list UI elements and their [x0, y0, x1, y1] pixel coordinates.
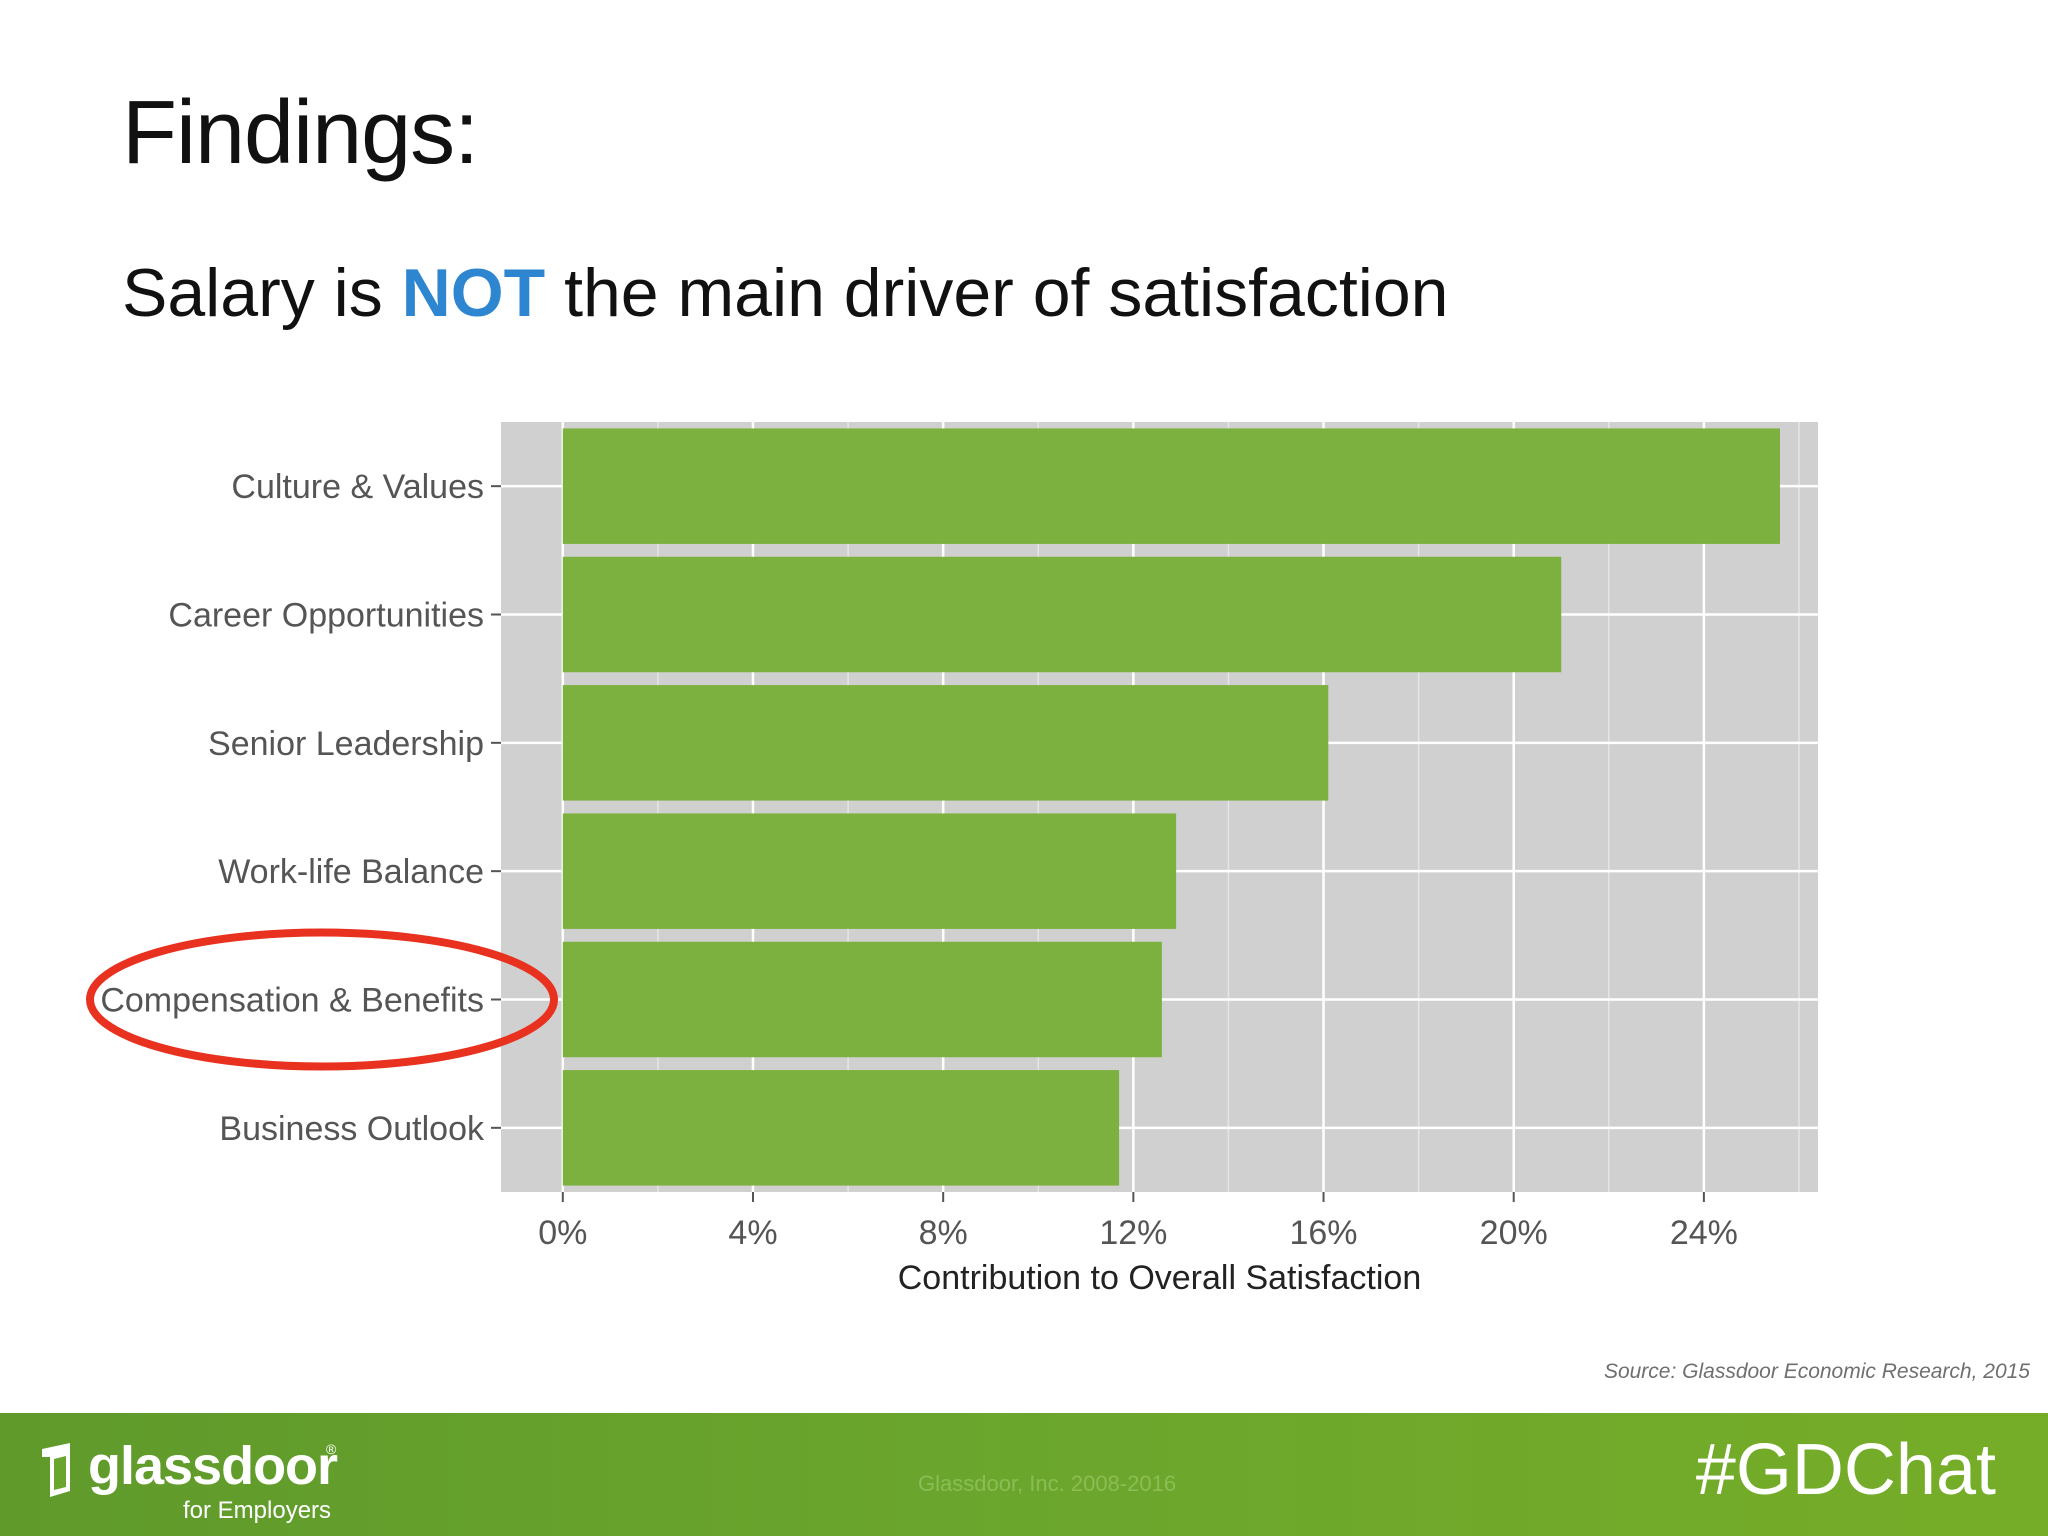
bar	[562, 941, 1162, 1058]
y-tick-label: Culture & Values	[231, 468, 484, 506]
bar	[562, 1070, 1120, 1186]
x-tick-label: 20%	[1480, 1214, 1548, 1252]
glassdoor-logo[interactable]: glassdoor ® for Employers	[38, 1435, 358, 1525]
y-tick-label: Work-life Balance	[218, 853, 484, 891]
hashtag: #GDChat	[1695, 1430, 1996, 1510]
slide-subtitle: Salary is NOT the main driver of satisfa…	[122, 254, 1448, 332]
chart-layer: Culture & Values Career Opportunities Seni…	[86, 422, 1818, 1297]
x-tick-label: 16%	[1289, 1214, 1357, 1252]
logo-wordmark: glassdoor	[88, 1436, 338, 1496]
glassdoor-door-icon	[42, 1443, 70, 1497]
bar	[562, 428, 1780, 544]
x-axis-title: Contribution to Overall Satisfaction	[898, 1259, 1421, 1297]
subtitle-emphasis: NOT	[401, 255, 546, 331]
y-tick-label: Business Outlook	[219, 1110, 485, 1148]
x-tick-label: 8%	[919, 1214, 968, 1252]
source-note: Source: Glassdoor Economic Research, 201…	[1603, 1360, 2030, 1383]
x-tick-label: 12%	[1099, 1214, 1167, 1252]
copyright-text: Glassdoor, Inc. 2008-2016	[918, 1471, 1177, 1496]
highlight-ellipse	[86, 928, 558, 1071]
bar	[562, 813, 1177, 929]
logo-tagline: for Employers	[183, 1497, 332, 1524]
logo-registered-mark: ®	[326, 1441, 337, 1457]
bar-chart: Culture & Values Career Opportunities Seni…	[86, 422, 1818, 1297]
subtitle-tail: the main driver of satisfaction	[545, 255, 1449, 331]
bar	[562, 685, 1329, 801]
slide-title: Findings:	[122, 83, 479, 183]
x-tick-label: 4%	[728, 1214, 777, 1252]
footer-bar: glassdoor ® for Employers Glassdoor, Inc…	[0, 1413, 2048, 1536]
y-tick-label: Compensation & Benefits	[100, 982, 484, 1020]
x-tick-label: 24%	[1670, 1214, 1738, 1252]
y-tick-label: Career Opportunities	[168, 597, 484, 635]
x-tick-label: 0%	[538, 1214, 587, 1252]
bar	[562, 556, 1562, 673]
y-tick-label: Senior Leadership	[208, 725, 484, 763]
plot-panel	[501, 422, 1818, 1192]
subtitle-lead: Salary is	[122, 255, 402, 331]
